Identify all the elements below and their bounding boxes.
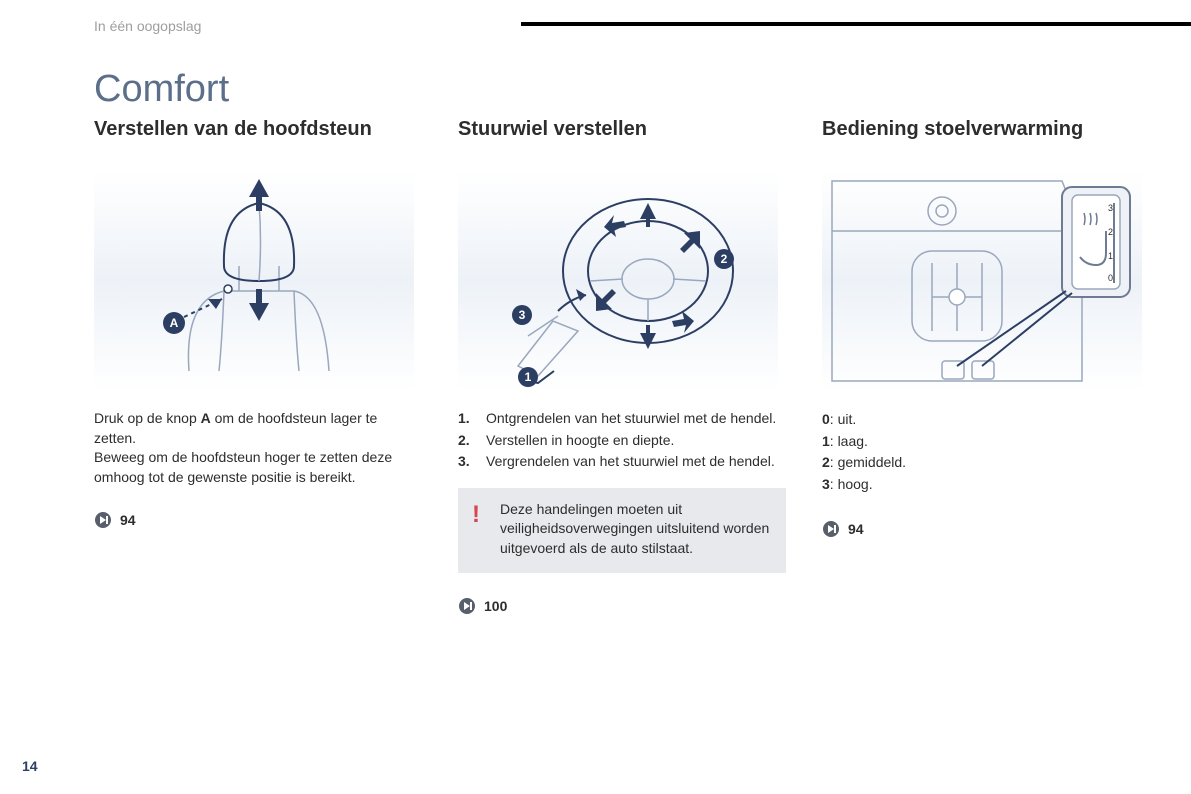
list-item: 2: gemiddeld. bbox=[822, 452, 1150, 474]
page-ref-headrest[interactable]: 94 bbox=[94, 511, 422, 529]
svg-text:2: 2 bbox=[721, 252, 728, 266]
section-title-steering: Stuurwiel verstellen bbox=[458, 118, 786, 141]
step-number: 2. bbox=[458, 431, 486, 451]
level-value: : gemiddeld. bbox=[830, 454, 906, 470]
page-number: 14 bbox=[22, 758, 38, 774]
level-key: 0 bbox=[822, 411, 830, 427]
list-item: 1: laag. bbox=[822, 431, 1150, 453]
col-headrest: Verstellen van de hoofdsteun bbox=[94, 118, 422, 615]
level-key: 3 bbox=[822, 476, 830, 492]
level-value: : laag. bbox=[830, 433, 868, 449]
illustration-seatheat: 3 2 1 0 bbox=[822, 171, 1142, 391]
step-number: 3. bbox=[458, 452, 486, 472]
headrest-para2: Beweeg om de hoofdsteun hoger te zetten … bbox=[94, 448, 422, 487]
content-columns: Verstellen van de hoofdsteun bbox=[94, 118, 1154, 615]
step-text: Vergrendelen van het stuurwiel met de he… bbox=[486, 452, 786, 472]
text-pre: Druk op de knop bbox=[94, 410, 201, 426]
breadcrumb: In één oogopslag bbox=[94, 18, 201, 34]
illustration-steering: 1 2 3 bbox=[458, 171, 778, 391]
level-value: : hoog. bbox=[830, 476, 873, 492]
page-ref-seatheat[interactable]: 94 bbox=[822, 520, 1150, 538]
illustration-headrest: A bbox=[94, 171, 414, 391]
page-ref-icon bbox=[458, 597, 476, 615]
col-seatheat: Bediening stoelverwarming bbox=[822, 118, 1150, 615]
page-ref-steering[interactable]: 100 bbox=[458, 597, 786, 615]
page-ref-number: 94 bbox=[120, 512, 136, 528]
warning-box: ! Deze handelingen moeten uit veiligheid… bbox=[458, 488, 786, 573]
heat-levels: 0: uit. 1: laag. 2: gemiddeld. 3: hoog. bbox=[822, 409, 1150, 496]
level-key: 1 bbox=[822, 433, 830, 449]
page-ref-number: 94 bbox=[848, 521, 864, 537]
col-steering: Stuurwiel verstellen bbox=[458, 118, 786, 615]
list-item: 3. Vergrendelen van het stuurwiel met de… bbox=[458, 452, 786, 472]
section-title-headrest: Verstellen van de hoofdsteun bbox=[94, 118, 422, 141]
list-item: 3: hoog. bbox=[822, 474, 1150, 496]
headrest-para1: Druk op de knop A om de hoofdsteun lager… bbox=[94, 409, 422, 448]
page-ref-number: 100 bbox=[484, 598, 507, 614]
svg-text:0: 0 bbox=[1108, 273, 1113, 283]
section-title-seatheat: Bediening stoelverwarming bbox=[822, 118, 1150, 141]
step-text: Ontgrendelen van het stuurwiel met de he… bbox=[486, 409, 786, 429]
steering-steps: 1. Ontgrendelen van het stuurwiel met de… bbox=[458, 409, 786, 472]
level-value: : uit. bbox=[830, 411, 856, 427]
page-ref-icon bbox=[94, 511, 112, 529]
step-number: 1. bbox=[458, 409, 486, 429]
list-item: 2. Verstellen in hoogte en diepte. bbox=[458, 431, 786, 451]
svg-text:1: 1 bbox=[1108, 251, 1113, 261]
level-key: 2 bbox=[822, 454, 830, 470]
page-ref-icon bbox=[822, 520, 840, 538]
svg-text:3: 3 bbox=[1108, 203, 1113, 213]
step-text: Verstellen in hoogte en diepte. bbox=[486, 431, 786, 451]
list-item: 1. Ontgrendelen van het stuurwiel met de… bbox=[458, 409, 786, 429]
svg-text:1: 1 bbox=[525, 370, 532, 384]
text-bold-a: A bbox=[201, 410, 211, 426]
warning-text: Deze handelingen moeten uit veiligheidso… bbox=[500, 501, 769, 556]
illustration-badge-a: A bbox=[170, 316, 179, 330]
page-title: Comfort bbox=[94, 68, 229, 111]
list-item: 0: uit. bbox=[822, 409, 1150, 431]
header-rule bbox=[521, 22, 1191, 26]
svg-text:2: 2 bbox=[1108, 227, 1113, 237]
svg-text:3: 3 bbox=[519, 308, 526, 322]
warning-icon: ! bbox=[472, 498, 480, 532]
